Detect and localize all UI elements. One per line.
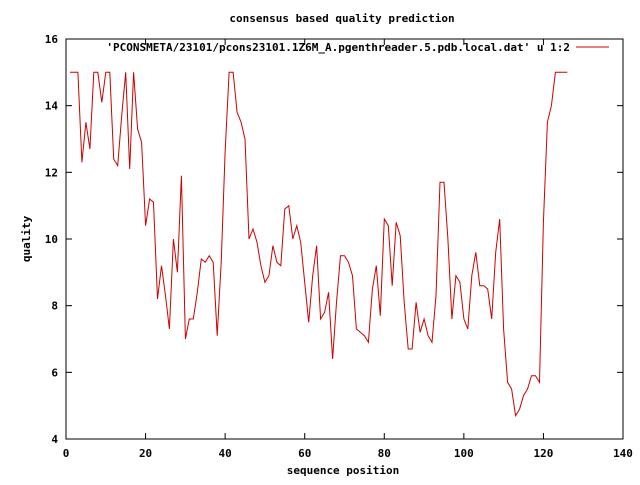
legend-label: 'PCONSMETA/23101/pcons23101.1Z6M_A.pgent…	[106, 41, 570, 54]
y-tick-label: 14	[45, 100, 59, 113]
x-tick-label: 60	[298, 447, 311, 460]
y-tick-label: 4	[51, 433, 58, 446]
chart-title: consensus based quality prediction	[229, 12, 454, 25]
x-tick-label: 100	[454, 447, 474, 460]
x-tick-label: 120	[533, 447, 553, 460]
series-group	[70, 71, 568, 418]
series-line-0	[70, 71, 568, 418]
x-tick-label: 140	[613, 447, 633, 460]
y-axis-label: quality	[20, 215, 33, 262]
y-tick-label: 16	[45, 33, 59, 46]
y-tick-label: 6	[51, 366, 58, 379]
x-tick-label: 20	[139, 447, 152, 460]
y-axis: 4 6 8 10 12 14 16	[45, 33, 623, 446]
x-axis-label: sequence position	[287, 464, 400, 477]
x-tick-label: 0	[63, 447, 70, 460]
x-tick-label: 40	[219, 447, 232, 460]
x-tick-label: 80	[378, 447, 391, 460]
x-axis: 0 20 40 60 80 100 120 140	[63, 39, 633, 460]
y-tick-label: 12	[45, 166, 58, 179]
y-tick-label: 10	[45, 233, 58, 246]
legend: 'PCONSMETA/23101/pcons23101.1Z6M_A.pgent…	[106, 41, 609, 54]
y-tick-label: 8	[51, 300, 58, 313]
